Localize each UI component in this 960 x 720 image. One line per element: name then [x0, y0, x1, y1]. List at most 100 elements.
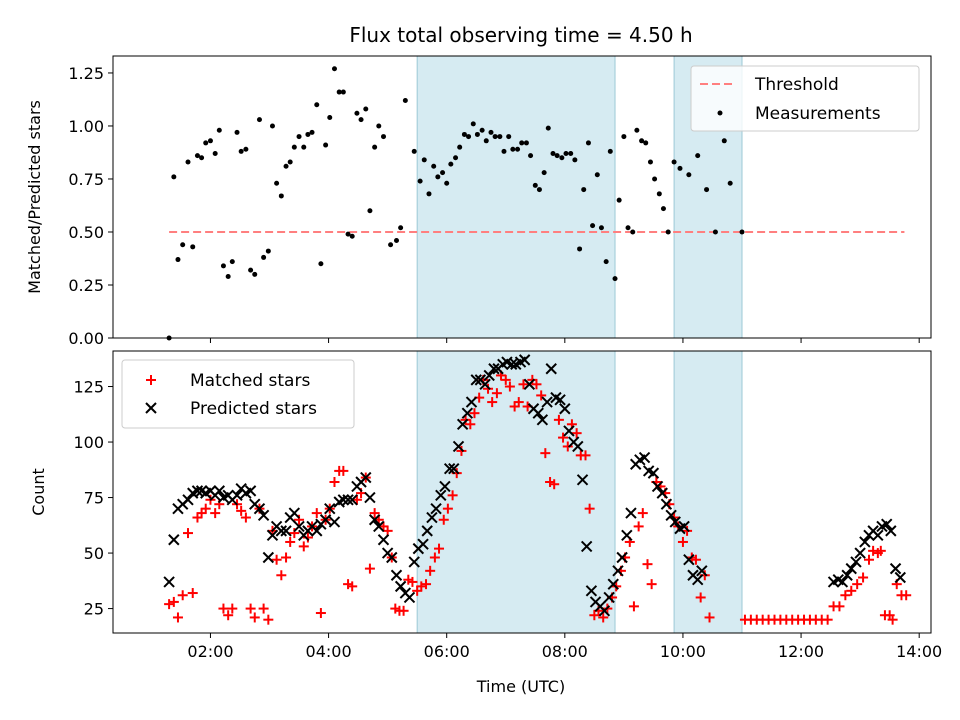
x-tick-label: 04:00	[306, 642, 352, 661]
measurements-point	[305, 131, 311, 137]
measurements-point	[376, 123, 382, 129]
measurements-point	[568, 151, 574, 157]
measurements-point	[287, 159, 293, 165]
predicted-stars-point	[244, 485, 257, 497]
measurements-point	[457, 144, 463, 150]
measurements-point	[545, 125, 551, 131]
matched-stars-point	[442, 503, 453, 514]
matched-stars-point	[249, 612, 260, 623]
ratio-panel: Flux total observing time = 4.50 h Match…	[25, 23, 932, 348]
matched-stars-point	[834, 601, 845, 612]
predicted-stars-point	[536, 414, 549, 426]
matched-stars-point	[164, 599, 175, 610]
measurements-point	[721, 138, 727, 144]
x-axis-label: Time (UTC)	[476, 677, 565, 696]
predicted-stars-point	[859, 536, 871, 548]
matched-stars-point	[329, 477, 340, 488]
measurements-point	[461, 131, 467, 137]
measurements-point	[483, 138, 489, 144]
measurements-point	[727, 180, 733, 186]
x-tick-label: 06:00	[424, 642, 470, 661]
measurements-point	[180, 242, 186, 248]
matched-stars-point	[504, 381, 515, 392]
matched-stars-point	[840, 590, 851, 601]
measurements-point	[563, 151, 569, 157]
count-legend: Matched stars Predicted stars	[121, 359, 355, 429]
matched-stars-point	[369, 508, 380, 519]
predicted-stars-point	[231, 489, 243, 502]
predicted-stars-point	[845, 562, 857, 575]
measurements-point	[388, 242, 394, 248]
measurements-point	[590, 223, 596, 229]
predicted-stars-point	[607, 578, 619, 590]
count-plot-frame	[112, 350, 932, 634]
matched-stars-point	[901, 590, 912, 601]
measurements-point	[248, 267, 254, 273]
y-tick-label: 125	[73, 378, 104, 397]
measurements-point	[274, 180, 280, 186]
y-tick-label: 75	[84, 489, 104, 508]
predicted-stars-point	[443, 462, 456, 475]
matched-stars-point	[311, 508, 322, 519]
measurements-point	[572, 157, 578, 163]
predicted-stars-point	[545, 363, 557, 375]
predicted-stars-point	[346, 494, 358, 506]
measurements-point	[515, 146, 521, 152]
measurements-point	[171, 174, 177, 180]
legend-predicted-label: Predicted stars	[190, 399, 317, 419]
legend-measurements-label: Measurements	[755, 104, 881, 124]
predicted-stars-point	[836, 576, 849, 588]
measurements-point	[594, 172, 600, 178]
predicted-stars-point	[647, 467, 660, 479]
measurements-point	[421, 157, 427, 163]
matched-stars-point	[315, 608, 326, 619]
x-tick-label: 08:00	[542, 642, 588, 661]
matched-stars-point	[553, 414, 564, 425]
predicted-stars-point	[319, 514, 332, 526]
legend-measurements-swatch	[717, 110, 723, 116]
measurements-point	[199, 155, 205, 161]
x-tick-label: 12:00	[778, 642, 824, 661]
predicted-stars-point	[678, 520, 690, 533]
y-tick-label: 1.25	[68, 64, 104, 83]
measurements-point	[739, 229, 745, 235]
legend-threshold-label: Threshold	[754, 75, 839, 95]
predicted-stars-point	[262, 551, 275, 564]
predicted-stars-point	[266, 529, 279, 542]
matched-stars-point	[580, 450, 591, 461]
measurements-point	[190, 244, 196, 250]
measurements-point	[309, 129, 315, 135]
matched-stars-point	[456, 445, 467, 456]
measurements-point	[340, 89, 346, 95]
measurements-point	[393, 237, 399, 243]
matched-stars-point	[642, 559, 653, 570]
predicted-stars-point	[377, 534, 390, 546]
matched-stars-point	[407, 576, 418, 587]
matched-stars-point	[483, 383, 494, 394]
matched-stars-point	[245, 603, 256, 614]
measurements-point	[621, 134, 627, 140]
measurements-point	[506, 134, 512, 140]
matched-stars-point	[425, 565, 436, 576]
x-tick-label: 10:00	[660, 642, 706, 661]
predicted-stars-point	[621, 529, 633, 542]
predicted-stars-point	[872, 529, 884, 542]
measurements-point	[372, 144, 378, 150]
measurements-point	[603, 259, 609, 265]
predicted-stars-point	[625, 507, 637, 519]
matched-stars-point	[677, 536, 688, 547]
matched-stars-point	[210, 508, 221, 519]
legend-predicted-swatch	[145, 402, 157, 414]
measurements-point	[470, 121, 476, 127]
observing-window-shading	[416, 55, 743, 339]
predicted-stars-point	[293, 520, 305, 533]
measurements-point	[497, 134, 503, 140]
predicted-stars-point	[311, 525, 323, 537]
measurements-point	[185, 159, 191, 165]
measurements-point	[671, 159, 677, 165]
predicted-stars-point	[576, 474, 589, 486]
predicted-stars-point	[585, 585, 598, 597]
measurements-point	[367, 208, 373, 214]
y-tick-label: 0.75	[68, 170, 104, 189]
observing-window-shading	[416, 350, 743, 634]
